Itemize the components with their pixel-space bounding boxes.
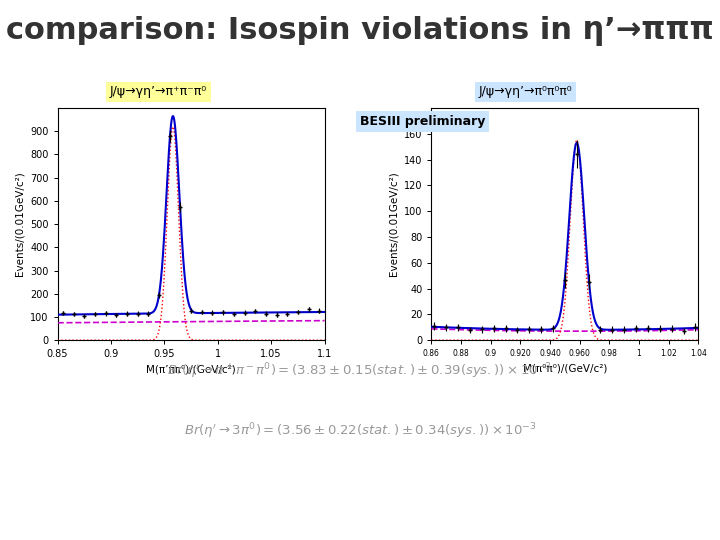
Text: $Br(\eta' \rightarrow \pi^+\pi^-\pi^0) = (3.83 \pm 0.15(stat.) \pm 0.39(sys.)) \: $Br(\eta' \rightarrow \pi^+\pi^-\pi^0) =… (168, 362, 552, 381)
Text: BESIII preliminary: BESIII preliminary (360, 115, 485, 128)
X-axis label: M(π’ππ⁰)/(GeV/c²): M(π’ππ⁰)/(GeV/c²) (146, 365, 236, 375)
X-axis label: M(π⁰π⁰)/(GeV/c²): M(π⁰π⁰)/(GeV/c²) (523, 364, 607, 374)
Y-axis label: Events/(0.01GeV/c²): Events/(0.01GeV/c²) (388, 172, 398, 276)
Text: J/ψ→γη’→π⁺π⁻π⁰: J/ψ→γη’→π⁺π⁻π⁰ (110, 85, 207, 98)
Text: $Br(\eta' \rightarrow 3\pi^0) = (3.56 \pm 0.22(stat.) \pm 0.34(sys.)) \times 10^: $Br(\eta' \rightarrow 3\pi^0) = (3.56 \p… (184, 421, 536, 441)
Y-axis label: Events/(0.01GeV/c²): Events/(0.01GeV/c²) (14, 172, 24, 276)
Text: comparison: Isospin violations in η’→πππ: comparison: Isospin violations in η’→πππ (6, 16, 714, 46)
Text: J/ψ→γη’→π⁰π⁰π⁰: J/ψ→γη’→π⁰π⁰π⁰ (479, 85, 572, 98)
